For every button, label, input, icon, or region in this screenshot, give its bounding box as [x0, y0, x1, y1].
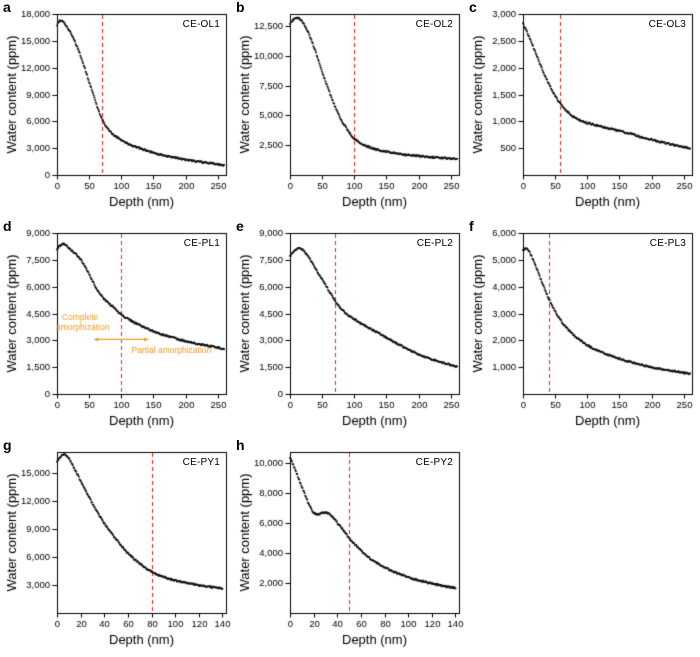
plot-canvas-ce-pl1 [0, 219, 233, 438]
sample-label-ce-ol3: CE-OL3 [648, 19, 686, 30]
sample-label-ce-py2: CE-PY2 [415, 457, 453, 468]
panel-h: h CE-PY2 [233, 437, 466, 657]
panel-letter-g: g [3, 437, 12, 453]
plot-canvas-ce-ol1 [0, 0, 233, 219]
panel-a: a CE-OL1 [0, 0, 233, 219]
sample-label-ce-ol2: CE-OL2 [415, 19, 453, 30]
panel-letter-d: d [3, 218, 12, 234]
plot-canvas-ce-ol2 [233, 0, 466, 219]
panel-letter-h: h [236, 437, 245, 453]
sample-label-ce-pl3: CE-PL3 [649, 238, 686, 249]
panel-letter-c: c [469, 0, 477, 15]
plot-canvas-ce-pl2 [233, 219, 466, 438]
panel-letter-f: f [469, 218, 474, 234]
panel-e: e CE-PL2 [233, 218, 466, 438]
panel-d: d CE-PL1 [0, 218, 233, 438]
panel-c: c CE-OL3 [466, 0, 699, 219]
panel-letter-b: b [236, 0, 245, 15]
plot-canvas-ce-pl3 [466, 219, 699, 438]
plot-canvas-ce-py2 [233, 438, 466, 657]
plot-canvas-ce-ol3 [466, 0, 699, 219]
panel-g: g CE-PY1 [0, 437, 233, 657]
sample-label-ce-py1: CE-PY1 [182, 457, 220, 468]
panel-f: f CE-PL3 [466, 218, 699, 438]
panel-letter-a: a [3, 0, 11, 15]
sample-label-ce-pl2: CE-PL2 [416, 238, 453, 249]
sample-label-ce-pl1: CE-PL1 [183, 238, 220, 249]
panel-letter-e: e [236, 218, 244, 234]
panel-b: b CE-OL2 [233, 0, 466, 219]
sample-label-ce-ol1: CE-OL1 [182, 19, 220, 30]
plot-canvas-ce-py1 [0, 438, 233, 657]
